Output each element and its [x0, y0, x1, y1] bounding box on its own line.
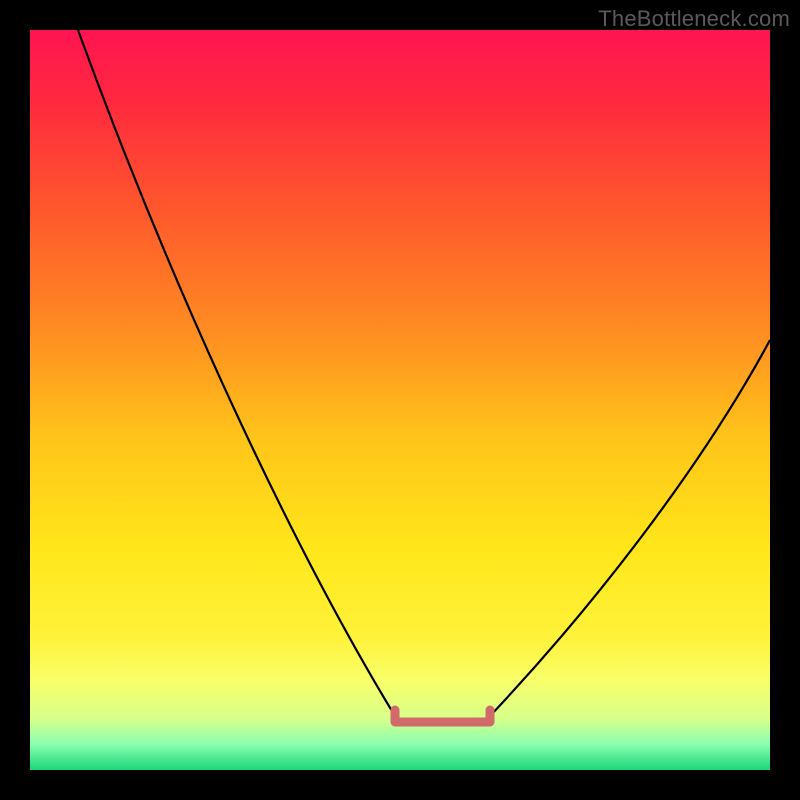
plot-background	[30, 30, 770, 770]
bottleneck-chart	[0, 0, 800, 800]
watermark-text: TheBottleneck.com	[598, 6, 790, 32]
